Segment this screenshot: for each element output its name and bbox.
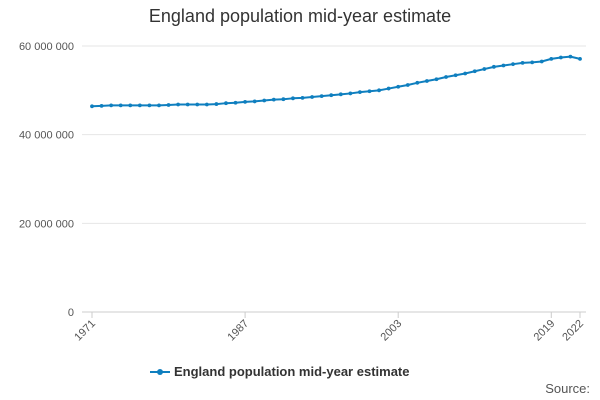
data-point[interactable] [520, 60, 525, 65]
data-point[interactable] [281, 97, 286, 102]
y-tick-label: 40 000 000 [19, 130, 74, 142]
data-point[interactable] [396, 84, 401, 89]
data-point[interactable] [310, 95, 314, 99]
series-line[interactable] [91, 55, 581, 108]
x-tick-label: 1971 [72, 318, 98, 344]
x-tick-label: 2019 [532, 318, 558, 344]
data-point[interactable] [367, 89, 372, 94]
data-point[interactable] [176, 102, 181, 107]
data-point[interactable] [558, 55, 563, 60]
data-point[interactable] [118, 103, 123, 108]
data-point[interactable] [195, 102, 200, 107]
data-point[interactable] [128, 103, 133, 108]
x-tick-label: 2003 [379, 318, 405, 344]
data-point[interactable] [539, 59, 544, 64]
data-point[interactable] [109, 103, 114, 108]
data-point[interactable] [137, 103, 142, 108]
data-point[interactable] [501, 63, 506, 68]
data-point[interactable] [472, 69, 477, 74]
data-point[interactable] [568, 54, 573, 59]
x-tick-label: 1987 [225, 318, 251, 344]
legend-label: England population mid-year estimate [174, 364, 410, 379]
data-point[interactable] [386, 86, 391, 91]
data-point[interactable] [319, 94, 324, 98]
data-point[interactable] [262, 98, 267, 103]
data-point[interactable] [147, 103, 152, 108]
data-point[interactable] [530, 60, 535, 65]
data-point[interactable] [224, 101, 228, 106]
data-point[interactable] [425, 79, 429, 83]
data-point[interactable] [329, 93, 334, 98]
data-point[interactable] [252, 99, 257, 104]
data-point[interactable] [166, 103, 171, 107]
data-point[interactable] [291, 96, 295, 101]
y-tick-label: 60 000 000 [19, 41, 74, 53]
data-point[interactable] [233, 100, 238, 105]
data-point[interactable] [405, 83, 410, 87]
data-point[interactable] [377, 88, 381, 93]
data-point[interactable] [90, 104, 94, 109]
y-tick-label: 20 000 000 [19, 218, 74, 230]
y-tick-label: 0 [68, 307, 74, 319]
data-point[interactable] [243, 99, 247, 104]
data-point[interactable] [348, 91, 353, 96]
data-point[interactable] [214, 102, 219, 106]
data-point[interactable] [434, 77, 439, 82]
data-point[interactable] [300, 95, 305, 100]
legend-marker-icon [150, 367, 170, 377]
data-point[interactable] [453, 73, 458, 78]
data-point[interactable] [157, 103, 161, 108]
data-point[interactable] [271, 97, 276, 102]
data-point[interactable] [578, 56, 582, 61]
source-label: Source: [545, 381, 590, 396]
chart-title: England population mid-year estimate [148, 6, 452, 26]
x-tick-label: 2022 [560, 318, 586, 344]
data-point[interactable] [99, 103, 104, 108]
legend[interactable]: England population mid-year estimate [150, 364, 409, 379]
data-point[interactable] [204, 102, 209, 107]
data-point[interactable] [511, 62, 515, 67]
data-point[interactable] [491, 64, 496, 69]
data-point[interactable] [444, 75, 448, 79]
data-point[interactable] [415, 80, 420, 85]
data-point[interactable] [338, 92, 343, 97]
data-point[interactable] [185, 102, 190, 107]
data-point[interactable] [549, 56, 554, 61]
data-point[interactable] [482, 67, 487, 71]
data-point[interactable] [463, 71, 468, 76]
data-point[interactable] [358, 90, 362, 95]
